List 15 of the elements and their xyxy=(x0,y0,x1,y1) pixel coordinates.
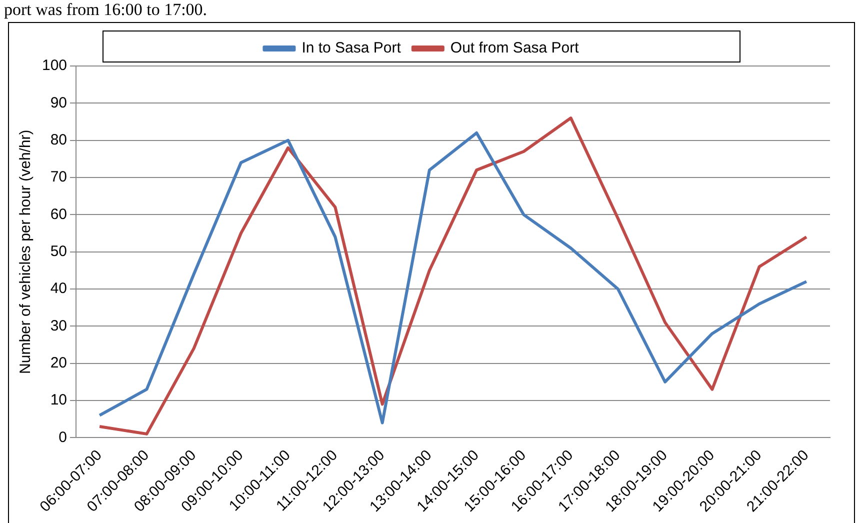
y-tick-label: 50 xyxy=(50,242,68,260)
y-tick-label: 10 xyxy=(50,392,68,409)
y-tick-label: 70 xyxy=(50,168,68,186)
y-tick-label: 60 xyxy=(50,206,68,223)
legend-label: Out from Sasa Port xyxy=(450,40,580,57)
text: port was from 16:00 to 17:00. xyxy=(4,0,208,20)
y-tick-label: 30 xyxy=(50,317,68,334)
y-axis-title: Number of vehicles per hour (veh/hr) xyxy=(17,130,34,374)
y-tick-label: 100 xyxy=(42,57,68,74)
y-tick-label: 20 xyxy=(50,354,68,372)
legend-label: In to Sasa Port xyxy=(302,40,402,57)
y-tick-label: 40 xyxy=(50,280,68,298)
y-tick-label: 80 xyxy=(50,131,68,148)
y-tick-label: 90 xyxy=(50,94,68,112)
y-tick-label: 0 xyxy=(58,428,68,446)
